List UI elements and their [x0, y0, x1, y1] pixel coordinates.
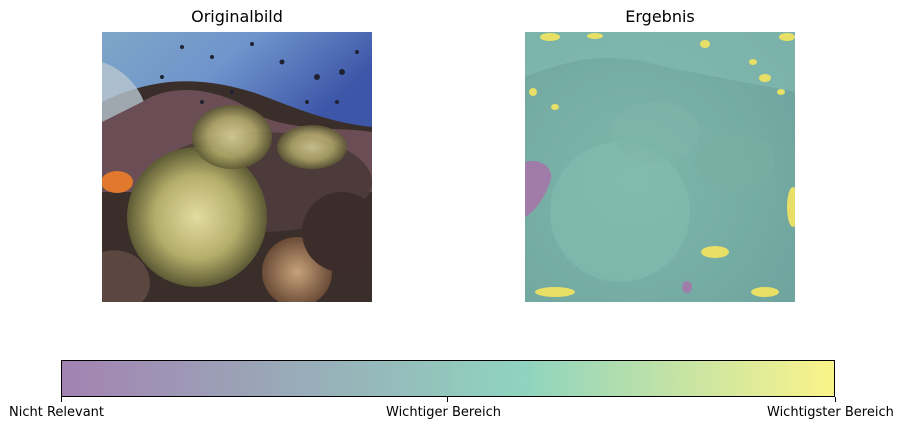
- colorbar-label-important: Wichtiger Bereich: [386, 405, 501, 420]
- importance-colorbar: [61, 360, 835, 397]
- original-image-title: Originalbild: [191, 7, 283, 26]
- colorbar-label-most-important: Wichtigster Bereich: [767, 405, 894, 420]
- result-heatmap-image: [525, 32, 795, 302]
- colorbar-tick: [447, 397, 448, 402]
- result-image-title: Ergebnis: [625, 7, 695, 26]
- colorbar-label-not-relevant: Nicht Relevant: [9, 405, 105, 420]
- colorbar-tick: [61, 397, 62, 402]
- colorbar-tick: [835, 397, 836, 402]
- original-image: [102, 32, 372, 302]
